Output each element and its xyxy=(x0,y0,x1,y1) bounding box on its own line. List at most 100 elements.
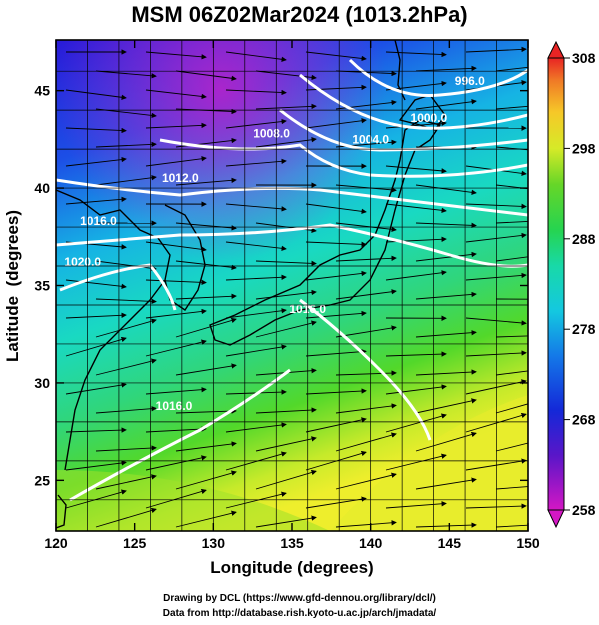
isobar-label: 1008.0 xyxy=(253,126,290,140)
streamline xyxy=(385,236,447,243)
x-tick-label: 120 xyxy=(44,535,68,551)
isobar-label: 1000.0 xyxy=(411,111,448,125)
y-tick-label: 45 xyxy=(34,83,50,99)
streamline xyxy=(495,146,528,151)
streamline xyxy=(175,363,237,376)
streamline xyxy=(225,51,287,62)
streamline xyxy=(495,335,528,338)
streamline xyxy=(305,118,367,129)
streamline xyxy=(335,432,397,452)
streamline xyxy=(415,398,477,414)
streamline xyxy=(415,222,477,229)
streamline xyxy=(255,103,317,110)
streamline xyxy=(385,203,447,214)
streamline xyxy=(385,384,447,395)
streamline xyxy=(495,256,528,262)
streamline xyxy=(255,469,317,490)
streamline xyxy=(335,255,397,262)
streamline xyxy=(385,501,447,509)
isobar-label: 1016.0 xyxy=(156,399,193,413)
streamline xyxy=(465,203,527,210)
streamline xyxy=(465,317,527,326)
streamline xyxy=(225,451,287,471)
grid-lines xyxy=(56,40,528,531)
streamline xyxy=(495,66,528,72)
coastline-japan xyxy=(209,119,442,346)
streamline xyxy=(175,260,237,271)
streamline xyxy=(225,422,287,433)
streamline xyxy=(415,184,477,195)
streamline xyxy=(65,460,127,471)
colorbar-tick-label: 278 xyxy=(572,321,596,337)
streamline xyxy=(95,445,157,452)
streamline xyxy=(225,344,287,357)
streamline xyxy=(305,310,367,319)
streamline xyxy=(145,455,207,471)
streamline xyxy=(145,308,207,319)
streamline xyxy=(225,118,287,129)
colorbar-tick-label: 298 xyxy=(572,140,596,156)
streamline xyxy=(385,120,447,129)
streamline xyxy=(175,293,237,300)
streamline xyxy=(145,488,207,509)
x-axis: 120 125 130 135 140 145 150 xyxy=(44,40,540,551)
streamline xyxy=(225,274,287,281)
streamline xyxy=(65,156,127,167)
streamline xyxy=(95,318,157,338)
streamline xyxy=(415,369,477,376)
streamline xyxy=(465,46,527,53)
x-tick-label: 145 xyxy=(438,535,462,551)
y-tick-label: 40 xyxy=(34,180,50,196)
streamline xyxy=(465,272,527,281)
streamline xyxy=(95,474,157,490)
streamline xyxy=(225,308,287,319)
streamline xyxy=(145,241,207,252)
y-tick-label: 35 xyxy=(34,278,50,294)
streamline xyxy=(335,289,397,300)
streamline xyxy=(305,417,367,433)
streamline xyxy=(495,524,528,528)
streamline xyxy=(65,127,127,134)
streamline xyxy=(145,279,207,286)
isobar-1020 xyxy=(59,263,177,311)
streamline xyxy=(175,222,237,231)
streamline xyxy=(385,453,447,471)
plot-area: 996.01000.01004.01008.01012.01016.01020.… xyxy=(56,40,528,531)
streamline xyxy=(415,291,477,300)
streamline xyxy=(225,158,287,167)
isobar-1016-sw xyxy=(69,368,291,502)
colorbar-tick-label: 258 xyxy=(572,502,596,518)
streamline xyxy=(465,350,527,357)
streamline xyxy=(95,358,157,376)
isobar-1016-south xyxy=(299,298,432,441)
streamline xyxy=(495,370,528,376)
streamline xyxy=(65,427,127,433)
streamline xyxy=(65,489,127,509)
streamline xyxy=(415,522,477,528)
streamline xyxy=(305,270,367,281)
streamline xyxy=(225,241,287,252)
y-tick-label: 30 xyxy=(34,375,50,391)
streamline xyxy=(495,105,528,110)
streamline xyxy=(465,412,527,433)
streamline xyxy=(495,220,528,224)
streamline xyxy=(385,51,447,58)
streamline xyxy=(255,407,317,414)
isobar-label: 996.0 xyxy=(455,74,485,88)
colorbar-tick-label: 308 xyxy=(572,50,596,66)
streamline xyxy=(175,470,237,490)
streamline xyxy=(305,84,367,91)
streamline xyxy=(175,177,237,186)
streamline xyxy=(225,203,287,212)
colorbar: 258 268 278 288 298 308 xyxy=(547,40,596,529)
streamline xyxy=(95,175,157,186)
streamline xyxy=(465,503,527,509)
colorbar-strip xyxy=(547,57,565,511)
streamline xyxy=(385,270,447,281)
isobar-1004 xyxy=(279,108,528,152)
streamline xyxy=(225,89,287,96)
colorbar-bottom-arrow xyxy=(547,509,565,529)
streamline xyxy=(65,196,127,205)
x-axis-title: Longitude (degrees) xyxy=(210,558,373,577)
